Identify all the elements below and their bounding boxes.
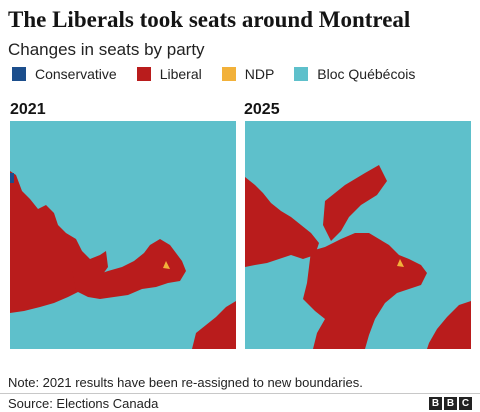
map-2021 <box>9 120 237 350</box>
legend-item-liberal: Liberal <box>136 66 202 82</box>
legend-label-ndp: NDP <box>244 66 275 82</box>
ndp-region <box>397 259 404 267</box>
map-2025 <box>244 120 472 350</box>
footnote: Note: 2021 results have been re-assigned… <box>8 375 363 390</box>
bbc-logo-letter-2: B <box>444 397 457 410</box>
liberal-swatch <box>136 67 151 81</box>
chart-title: The Liberals took seats around Montreal <box>8 7 411 32</box>
map-2025-label: 2025 <box>244 101 280 118</box>
liberal-region-southeast <box>427 301 471 349</box>
legend: Conservative Liberal NDP Bloc Québécois <box>12 66 435 82</box>
conservative-region <box>10 173 14 183</box>
liberal-region-west <box>245 177 319 267</box>
bbc-logo-letter-3: C <box>459 397 472 410</box>
legend-label-conservative: Conservative <box>35 66 117 82</box>
liberal-region-montreal <box>303 233 427 349</box>
liberal-region-north <box>323 165 387 241</box>
legend-item-conservative: Conservative <box>12 66 117 82</box>
legend-item-bloc: Bloc Québécois <box>294 66 415 82</box>
legend-label-bloc: Bloc Québécois <box>317 66 416 82</box>
ndp-swatch <box>221 67 236 81</box>
liberal-region-southeast <box>192 301 236 349</box>
source-text: Source: Elections Canada <box>8 396 159 411</box>
legend-item-ndp: NDP <box>221 66 275 82</box>
liberal-region-montreal <box>72 239 186 299</box>
bloc-swatch <box>294 67 309 81</box>
legend-label-liberal: Liberal <box>159 66 202 82</box>
chart-subtitle: Changes in seats by party <box>8 40 205 59</box>
ndp-region <box>163 261 170 269</box>
bbc-logo-letter-1: B <box>429 397 442 410</box>
bbc-logo: B B C <box>427 397 472 410</box>
footer-divider <box>0 393 480 394</box>
conservative-swatch <box>12 67 26 81</box>
map-2021-label: 2021 <box>10 101 46 118</box>
